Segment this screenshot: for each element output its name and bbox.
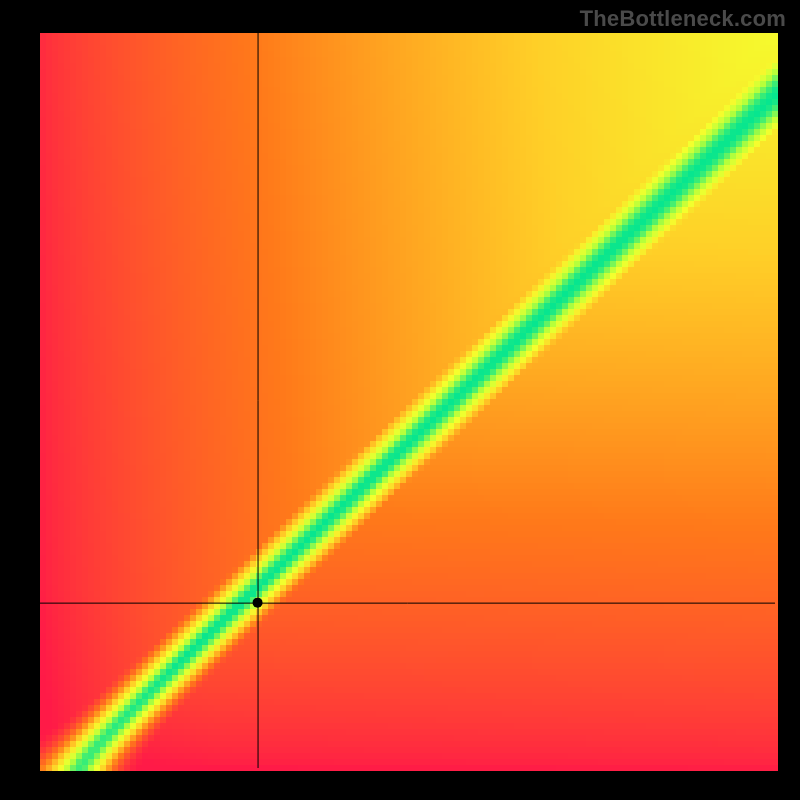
watermark-text: TheBottleneck.com xyxy=(580,6,786,32)
bottleneck-heatmap xyxy=(0,0,800,800)
